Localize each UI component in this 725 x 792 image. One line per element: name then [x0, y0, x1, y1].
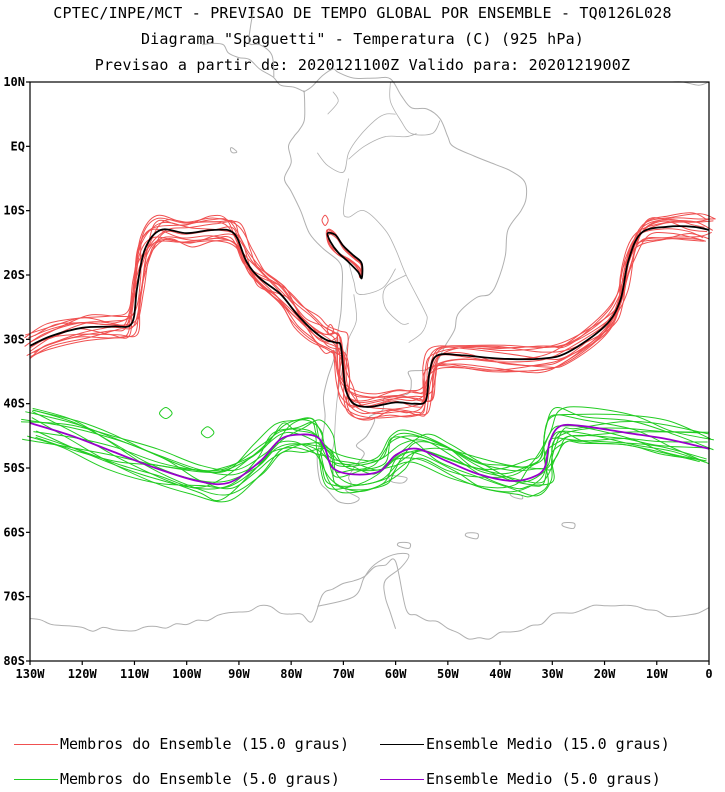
legend-swatch-mean-15	[380, 743, 424, 745]
lon-label: 20W	[594, 667, 616, 681]
lon-label: 110W	[120, 667, 150, 681]
member-contour-5	[32, 407, 700, 496]
member-contour-15	[31, 213, 716, 402]
member-contour-15	[24, 212, 708, 420]
country-border	[327, 91, 339, 115]
axis-ticks	[26, 81, 710, 665]
lat-label: 50S	[3, 461, 25, 475]
country-border	[348, 261, 396, 295]
legend-item-mean-5: Ensemble Medio (5.0 graus)	[380, 770, 661, 788]
member-contour-5	[25, 411, 709, 497]
country-border	[348, 133, 417, 160]
legend-label-members-5: Membros do Ensemble (5.0 graus)	[60, 770, 340, 788]
title-line-3: Previsao a partir de: 2020121100Z Valido…	[94, 56, 631, 74]
lon-label: 10W	[646, 667, 668, 681]
longitude-labels: 130W 120W 110W 100W 90W 80W 70W 60W 50W 40W 30W 20W…	[16, 667, 713, 681]
member-contour-5-small	[200, 426, 215, 439]
legend-item-members-5: Membros do Ensemble (5.0 graus)	[14, 770, 340, 788]
coast-galapagos	[229, 147, 238, 154]
member-contour-15-small	[326, 323, 335, 336]
country-border	[389, 81, 441, 136]
coast-south-america	[283, 68, 528, 505]
legend-label-mean-15: Ensemble Medio (15.0 graus)	[426, 735, 670, 753]
title-block: CPTEC/INPE/MCT - PREVISAO DE TEMPO GLOBA…	[0, 0, 725, 78]
legend-swatch-mean-5	[380, 778, 424, 780]
map-frame	[29, 81, 710, 662]
coast-caribbean	[248, 9, 275, 77]
coast-island	[561, 521, 576, 530]
mean-contour-15-andes	[326, 231, 364, 280]
coast-island	[396, 541, 412, 549]
lat-label: 70S	[3, 590, 25, 604]
legend-swatch-members-15	[14, 743, 58, 745]
country-border	[382, 274, 409, 325]
coast-central-america	[202, 42, 305, 93]
spaghetti-map: 10N EQ 10S 20S 30S 40S 50S 60S 70S 80S 130W 120W 11…	[3, 9, 716, 681]
lon-label: 40W	[489, 667, 511, 681]
member-contour-5	[33, 417, 707, 498]
legend-label-mean-5: Ensemble Medio (5.0 graus)	[426, 770, 661, 788]
lon-label: 30W	[541, 667, 563, 681]
coast-antarctica	[29, 558, 710, 640]
member-contour-15	[25, 231, 706, 419]
mean-contour-15	[29, 225, 710, 408]
coast-antarctic-peninsula	[317, 552, 410, 629]
member-contour-5	[31, 417, 702, 503]
lon-label: 70W	[333, 667, 355, 681]
title-line-1: CPTEC/INPE/MCT - PREVISAO DE TEMPO GLOBA…	[53, 4, 672, 22]
lat-label: 10S	[3, 204, 25, 218]
member-contour-15-andes	[327, 231, 363, 277]
lon-label: 120W	[68, 667, 98, 681]
member-contour-15	[29, 217, 710, 404]
country-border	[342, 178, 428, 343]
lat-label: EQ	[11, 139, 25, 153]
lon-label: 80W	[280, 667, 302, 681]
member-contour-15	[28, 218, 705, 408]
legend-label-members-15: Membros do Ensemble (15.0 graus)	[60, 735, 349, 753]
lon-label: 100W	[172, 667, 202, 681]
member-contour-5-small	[158, 406, 173, 420]
lat-label: 60S	[3, 525, 25, 539]
mean-contour-5	[29, 422, 710, 486]
legend-item-mean-15: Ensemble Medio (15.0 graus)	[380, 735, 670, 753]
member-contour-15	[34, 220, 714, 402]
lat-label: 30S	[3, 332, 25, 346]
legend-item-members-15: Membros do Ensemble (15.0 graus)	[14, 735, 349, 753]
title-line-2: Diagrama "Spaguetti" - Temperatura (C) (…	[140, 30, 585, 48]
lon-label: 90W	[228, 667, 250, 681]
latitude-labels: 10N EQ 10S 20S 30S 40S 50S 60S 70S 80S	[3, 75, 25, 668]
legend-swatch-members-5	[14, 778, 58, 780]
contours-means	[29, 225, 710, 486]
lat-label: 10N	[3, 75, 25, 89]
lon-label: 130W	[16, 667, 46, 681]
lat-label: 20S	[3, 268, 25, 282]
lon-label: 50W	[437, 667, 459, 681]
contours-5-members	[20, 406, 715, 503]
member-contour-5	[31, 410, 710, 502]
lon-label: 0	[705, 667, 712, 681]
member-contour-5	[20, 421, 706, 487]
member-contour-15-small	[321, 214, 329, 227]
lon-label: 60W	[385, 667, 407, 681]
lat-label: 80S	[3, 654, 25, 668]
legend: Membros do Ensemble (15.0 graus) Ensembl…	[0, 730, 725, 792]
coast-falklands	[387, 475, 408, 484]
member-contour-5	[35, 428, 701, 490]
country-border	[316, 113, 396, 173]
coastlines	[29, 9, 710, 640]
member-contour-5	[35, 419, 708, 494]
lat-label: 40S	[3, 397, 25, 411]
member-contour-15	[24, 221, 704, 408]
coast-island	[464, 532, 479, 540]
member-contour-15	[26, 218, 712, 408]
